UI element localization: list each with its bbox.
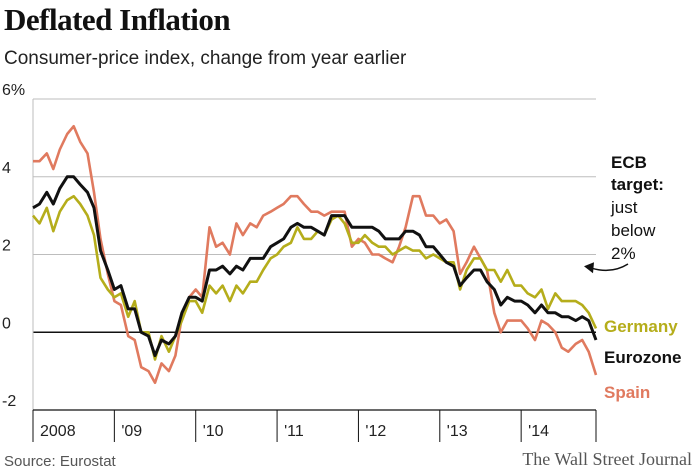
x-tick-label: '12 bbox=[365, 423, 386, 440]
arrow-head-icon bbox=[584, 262, 594, 274]
annotation-line: just bbox=[610, 198, 638, 217]
series-lines bbox=[32, 124, 598, 385]
series-label-spain: Spain bbox=[604, 383, 650, 402]
x-tick-label: '09 bbox=[121, 423, 142, 440]
series-line-germany bbox=[32, 194, 598, 361]
x-tick-label: '14 bbox=[528, 423, 549, 440]
grid-lines bbox=[32, 98, 596, 411]
chart-subtitle: Consumer-price index, change from year e… bbox=[4, 48, 407, 69]
series-label-germany: Germany bbox=[604, 317, 678, 336]
y-tick-label: 0 bbox=[2, 315, 11, 332]
annotation-arrow bbox=[591, 263, 629, 272]
annotation-line: below bbox=[611, 221, 656, 240]
series-line-spain bbox=[33, 124, 598, 385]
x-tick-label: '11 bbox=[284, 423, 304, 440]
x-tick-label: '13 bbox=[447, 423, 468, 440]
annotation-line: ECB bbox=[611, 153, 647, 172]
x-axis: 2008 '09 '10 '11 '12 '13 '14 bbox=[32, 409, 597, 442]
line-chart: 6% 4 2 0 -2 2008 '09 '10 '11 '12 '13 '14 Germany Eu… bbox=[2, 82, 681, 442]
ecb-target-annotation: ECB target: just below 2% bbox=[584, 153, 664, 274]
series-line-eurozone bbox=[32, 175, 598, 358]
y-tick-label: 2 bbox=[2, 238, 11, 255]
y-tick-label: -2 bbox=[2, 393, 16, 410]
source-note: Source: Eurostat bbox=[4, 453, 116, 470]
publisher-credit: The Wall Street Journal bbox=[522, 449, 692, 469]
x-tick-label: '10 bbox=[203, 423, 224, 440]
annotation-line: 2% bbox=[611, 244, 636, 263]
chart-title: Deflated Inflation bbox=[4, 2, 231, 37]
y-tick-label: 4 bbox=[2, 160, 11, 177]
annotation-line: target: bbox=[611, 175, 664, 194]
y-tick-label: 6% bbox=[2, 82, 25, 99]
x-tick-label: 2008 bbox=[40, 423, 76, 440]
series-label-eurozone: Eurozone bbox=[604, 348, 681, 367]
series-labels: Germany Eurozone Spain bbox=[604, 317, 681, 402]
y-axis-ticks: 6% 4 2 0 -2 bbox=[2, 82, 25, 410]
